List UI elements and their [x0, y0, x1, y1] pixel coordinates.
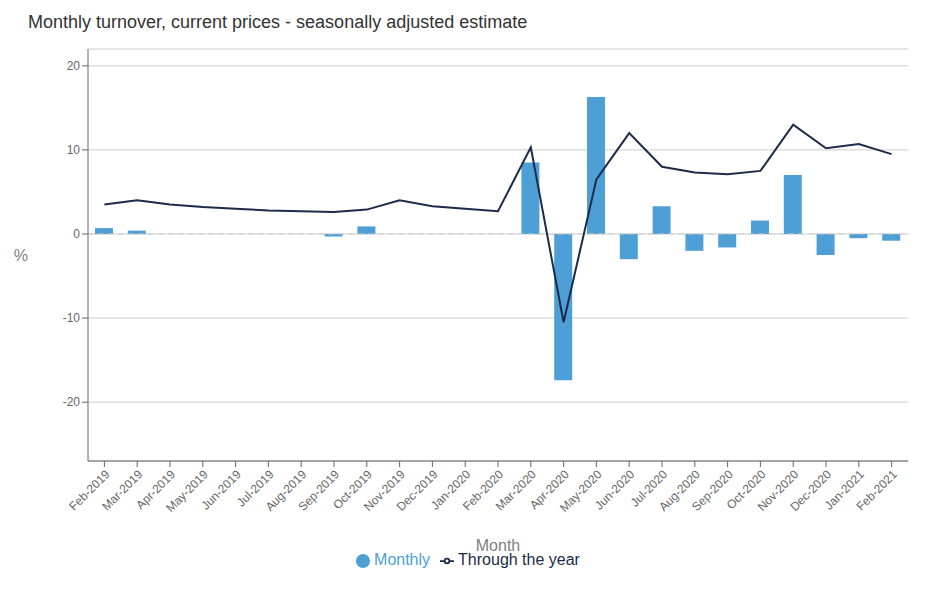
svg-text:Jan-2020: Jan-2020	[428, 467, 474, 513]
html-text:Monthly: Monthly	[374, 551, 431, 568]
svg-text:Jul-2019: Jul-2019	[234, 467, 277, 510]
svg-text:Aug-2020: Aug-2020	[656, 467, 703, 514]
svg-text:Nov-2020: Nov-2020	[754, 467, 802, 514]
svg-text:Apr-2020: Apr-2020	[526, 467, 572, 513]
svg-text:Jul-2020: Jul-2020	[627, 467, 671, 510]
svg-text:Oct-2020: Oct-2020	[723, 467, 769, 512]
svg-text:10: 10	[67, 143, 81, 157]
svg-text:Nov-2019: Nov-2019	[361, 467, 408, 514]
svg-text:Feb-2021: Feb-2021	[854, 467, 900, 513]
svg-text:0: 0	[73, 227, 80, 241]
svg-text:Sep-2020: Sep-2020	[689, 467, 736, 514]
svg-text:Dec-2019: Dec-2019	[393, 467, 441, 514]
svg-text:Mar-2020: Mar-2020	[492, 467, 539, 514]
svg-text:-20: -20	[63, 395, 81, 409]
svg-text:Month: Month	[476, 537, 520, 554]
svg-text:Sep-2019: Sep-2019	[295, 467, 343, 514]
svg-text:Dec-2020: Dec-2020	[787, 467, 835, 514]
html-text:Monthly turnover, current pric: Monthly turnover, current prices - seaso…	[28, 12, 528, 32]
svg-text:Aug-2019: Aug-2019	[262, 467, 310, 514]
svg-text:-10: -10	[63, 311, 81, 325]
svg-text:Oct-2019: Oct-2019	[330, 467, 375, 512]
svg-text:Mar-2019: Mar-2019	[99, 467, 146, 514]
svg-text:May-2019: May-2019	[163, 467, 211, 515]
svg-text:Jun-2020: Jun-2020	[592, 467, 638, 513]
svg-text:20: 20	[67, 59, 81, 73]
svg-text:May-2020: May-2020	[556, 467, 605, 515]
svg-text:Jan-2021: Jan-2021	[821, 467, 867, 513]
svg-text:Feb-2019: Feb-2019	[66, 467, 113, 514]
svg-text:%: %	[14, 247, 28, 264]
html-text:Through the year: Through the year	[458, 551, 580, 568]
svg-text:Apr-2019: Apr-2019	[133, 467, 179, 513]
svg-text:Jun-2019: Jun-2019	[198, 467, 244, 513]
svg-text:Feb-2020: Feb-2020	[459, 467, 507, 514]
